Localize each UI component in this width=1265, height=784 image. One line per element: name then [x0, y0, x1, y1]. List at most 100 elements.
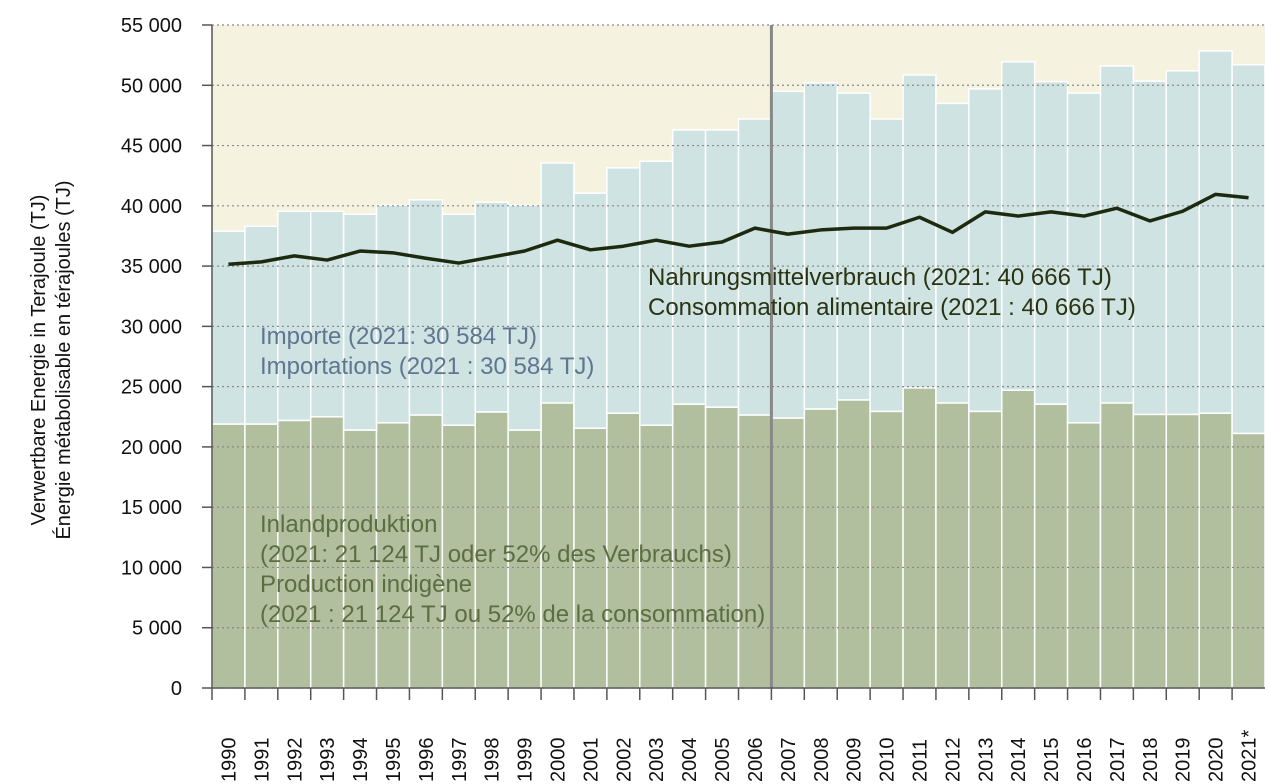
x-tick-label: 1992: [284, 738, 306, 783]
bar: [244, 423, 279, 689]
bar: [375, 204, 411, 424]
line: [228, 192, 1249, 267]
x-tick-label: 2014: [1008, 738, 1030, 783]
x-tick-label: 2004: [679, 738, 701, 783]
bar: [1231, 432, 1265, 689]
y-tick-label: 0: [171, 678, 182, 700]
x-tick-label: 2005: [712, 738, 734, 783]
x-tick-label: 1990: [218, 738, 240, 783]
x-tick-label: 2006: [745, 738, 767, 783]
bar: [639, 424, 674, 689]
bar: [803, 82, 838, 410]
bar: [836, 92, 871, 401]
x-tick-label: 2019: [1173, 738, 1195, 783]
x-tick-label: 2001: [580, 738, 602, 783]
y-tick-label: 35 000: [121, 256, 182, 278]
x-tick-label: 1999: [515, 738, 537, 783]
bar: [737, 118, 773, 416]
y-tick-label: 25 000: [121, 377, 182, 399]
x-tick-label: 2000: [548, 738, 570, 783]
bar: [1231, 63, 1265, 435]
bar: [1165, 413, 1200, 689]
y-tick-label: 30 000: [121, 316, 182, 338]
x-tick-label: 2021*: [1239, 730, 1261, 782]
x-tick-label: 2011: [909, 739, 931, 782]
x-tick-label: 2007: [778, 738, 800, 783]
bar: [836, 399, 871, 689]
y-axis-label: Verwertbare Energie in Terajoule (TJ): [28, 195, 50, 526]
x-tick-label: 2017: [1107, 738, 1129, 783]
bar: [803, 408, 838, 689]
bar: [902, 74, 937, 389]
annotation: Consommation alimentaire (2021 : 40 666 …: [648, 294, 1136, 321]
annotation: Importe (2021: 30 584 TJ): [260, 323, 537, 350]
y-tick-label: 10 000: [121, 557, 182, 579]
bar: [277, 210, 312, 422]
bar: [1198, 50, 1233, 414]
bar: [507, 204, 542, 431]
x-tick-label: 2020: [1206, 738, 1228, 783]
bar: [441, 213, 476, 426]
bar: [606, 167, 641, 414]
bar: [1066, 92, 1102, 424]
x-tick-label: 1997: [449, 738, 471, 783]
annotation: Importations (2021 : 30 584 TJ): [260, 353, 594, 380]
x-tick-label: 1995: [383, 738, 405, 783]
bar: [869, 410, 904, 689]
annotation: Nahrungsmittelverbrauch (2021: 40 666 TJ…: [648, 264, 1112, 291]
bar: [408, 199, 444, 416]
bar: [573, 192, 608, 429]
bar: [968, 410, 1003, 689]
annotation: Production indigène: [260, 571, 472, 598]
x-tick-label: 2003: [646, 738, 668, 783]
bar: [211, 230, 246, 425]
bar: [1001, 389, 1036, 689]
y-tick-label: 45 000: [121, 136, 182, 158]
y-tick-label: 15 000: [121, 497, 182, 519]
bar: [606, 412, 641, 689]
bar: [770, 90, 806, 419]
annotation: Inlandproduktion: [260, 511, 437, 538]
bar: [211, 423, 246, 689]
bar: [968, 88, 1003, 413]
bar: [1132, 80, 1168, 416]
x-tick-label: 1998: [482, 738, 504, 783]
bar: [869, 118, 904, 413]
y-tick-label: 40 000: [121, 196, 182, 218]
bar: [704, 406, 740, 689]
y-tick-label: 20 000: [121, 437, 182, 459]
x-tick-label: 1996: [416, 738, 438, 783]
bar: [474, 201, 509, 413]
x-tick-label: 2008: [811, 738, 833, 783]
bar: [540, 162, 575, 404]
annotation: (2021 : 21 124 TJ ou 52% de la consommat…: [260, 601, 765, 628]
bar: [1198, 412, 1233, 689]
y-tick-label: 5 000: [132, 618, 182, 640]
bar: [1099, 402, 1135, 689]
x-tick-label: 1994: [350, 738, 372, 783]
bar: [309, 210, 345, 418]
bar: [507, 429, 542, 689]
bar: [1033, 403, 1069, 689]
bar: [1165, 70, 1200, 416]
bar: [1001, 61, 1036, 392]
bar: [671, 129, 707, 405]
annotation: (2021: 21 124 TJ oder 52% des Verbrauchs…: [260, 541, 732, 568]
bar: [902, 387, 937, 689]
bar: [1099, 65, 1135, 404]
x-tick-label: 2012: [942, 738, 964, 783]
bar: [1132, 413, 1168, 689]
bar: [309, 416, 345, 689]
bar: [737, 414, 773, 689]
bar: [1066, 422, 1102, 689]
x-tick-label: 2010: [877, 738, 899, 783]
x-tick-label: 1993: [317, 738, 339, 783]
y-tick-label: 55 000: [121, 15, 182, 37]
x-tick-label: 2016: [1074, 738, 1096, 783]
bar: [935, 402, 970, 689]
bar: [474, 411, 509, 689]
bar: [1033, 80, 1069, 405]
x-tick-label: 1991: [251, 738, 273, 783]
x-tick-label: 2009: [844, 738, 866, 783]
